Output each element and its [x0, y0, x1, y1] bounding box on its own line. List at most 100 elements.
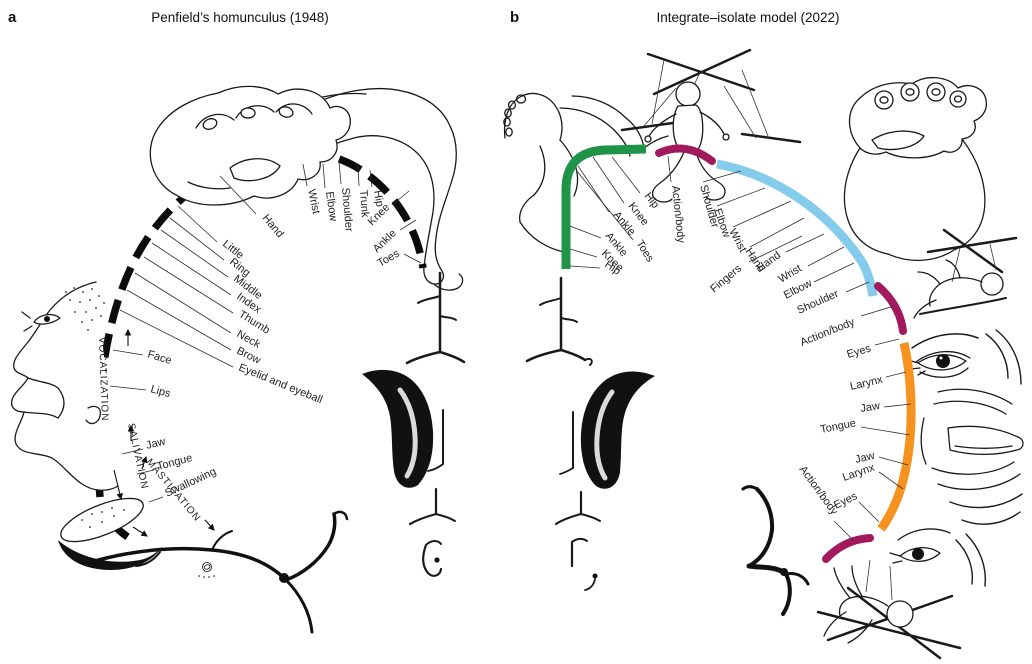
label-leader-line — [611, 156, 641, 194]
label-leader-line — [219, 175, 257, 215]
label-leader-line — [569, 225, 602, 239]
panel-b: b Integrate–isolate model (2022) — [503, 9, 1024, 660]
arc-label: Toes — [633, 238, 656, 264]
black-branch-drawing — [741, 485, 810, 616]
label-leader-line — [569, 265, 601, 269]
tongue-jaw-drawing — [58, 497, 162, 570]
label-leader-line — [749, 217, 805, 248]
fist-drawing — [149, 85, 351, 206]
face-profile-drawing — [10, 281, 119, 491]
arc-label: Action/body — [669, 185, 687, 244]
arc-label: Larynx — [849, 374, 884, 393]
arm-hand-arc — [716, 159, 878, 297]
label-leader-line — [592, 156, 625, 204]
panel-b-title: Integrate–isolate model (2022) — [656, 10, 839, 25]
legs-drawing — [503, 92, 669, 253]
label-leader-line — [702, 170, 742, 183]
label-leader-line — [136, 469, 155, 475]
stipple-dots — [65, 287, 105, 331]
label-leader-line — [322, 163, 326, 189]
label-leader-line — [813, 262, 855, 283]
label-leader-line — [858, 501, 880, 523]
panel-a-letter: a — [8, 9, 17, 26]
action-body-top-arc — [655, 144, 716, 165]
signature-mark — [198, 562, 215, 578]
arc-label: Hip — [371, 189, 386, 207]
label-leader-line — [833, 520, 854, 541]
midline-glyphs-a — [362, 271, 466, 577]
arm-fist-drawing — [843, 77, 988, 262]
arc-label: Trunk — [357, 189, 371, 218]
arc-label: SALIVATION — [125, 422, 150, 490]
action-body-right-arc — [874, 282, 907, 335]
label-leader-line — [807, 246, 845, 267]
label-leader-line — [732, 200, 792, 228]
arc-label: Eyelid and eyeball — [237, 362, 324, 407]
arc-label: Tongue — [819, 417, 857, 436]
arc-label: Wrist — [305, 188, 322, 215]
label-leader-line — [575, 169, 634, 241]
label-leader-line — [119, 309, 234, 368]
panel-a-labels: HandLittleRingMiddleIndexThumbNeckBrowEy… — [96, 161, 422, 524]
direction-arrow — [113, 469, 123, 501]
label-leader-line — [160, 229, 229, 278]
midline-glyphs-b — [525, 276, 655, 591]
arc-label: Lips — [149, 383, 172, 400]
model-arcs — [561, 144, 916, 563]
label-leader-line — [569, 248, 598, 258]
label-leader-line — [112, 349, 144, 356]
arc-label: Fingers — [708, 262, 744, 295]
label-leader-line — [874, 338, 900, 346]
label-leader-line — [134, 272, 232, 334]
arc-label: Jaw — [854, 450, 876, 466]
label-leader-line — [126, 289, 232, 351]
arc-label: Hip — [642, 190, 662, 210]
eye-lower-drawing — [889, 528, 987, 587]
marionette-bottom-drawing — [816, 559, 962, 660]
label-leader-line — [369, 169, 373, 188]
panel-b-letter: b — [510, 9, 519, 26]
label-leader-line — [667, 155, 672, 183]
arc-label: Eyes — [846, 342, 873, 360]
marionette-top-drawing — [620, 48, 802, 203]
label-leader-line — [845, 281, 870, 293]
label-leader-line — [883, 403, 912, 408]
arc-label: Jaw — [145, 436, 167, 452]
label-leader-line — [357, 165, 360, 187]
label-leader-line — [860, 305, 895, 317]
label-leader-line — [169, 217, 225, 261]
panel-a-arrows — [113, 328, 215, 537]
arc-label: Jaw — [860, 400, 881, 415]
arc-label: Hand — [755, 249, 783, 274]
label-leader-line — [151, 242, 232, 296]
arc-label: Hand — [260, 212, 286, 240]
label-leader-line — [302, 163, 308, 187]
arc-label: Face — [146, 348, 173, 367]
panel-a-title: Penfield’s homunculus (1948) — [151, 10, 329, 25]
label-leader-line — [148, 496, 164, 503]
label-leader-line — [177, 205, 218, 243]
label-leader-line — [391, 190, 410, 206]
label-leader-line — [878, 456, 909, 466]
label-leader-line — [121, 448, 144, 455]
panel-a: a Penfield’s homunculus (1948) — [8, 9, 466, 634]
label-leader-line — [143, 256, 234, 314]
label-leader-line — [878, 471, 904, 490]
direction-arrow — [132, 526, 148, 537]
sylvian-branch-drawing — [86, 510, 349, 634]
direction-arrow — [204, 519, 215, 531]
label-leader-line — [748, 235, 803, 263]
label-leader-line — [338, 161, 342, 185]
arc-label: Shoulder — [339, 187, 355, 232]
label-leader-line — [860, 426, 911, 436]
arc-label: Action/body — [799, 316, 857, 349]
label-leader-line — [403, 253, 422, 264]
marionette-right-drawing — [913, 228, 1018, 319]
label-leader-line — [399, 219, 417, 231]
arc-label: Brow — [235, 345, 263, 367]
legs-arc — [561, 144, 647, 269]
action-body-bottom-arc — [822, 534, 874, 563]
